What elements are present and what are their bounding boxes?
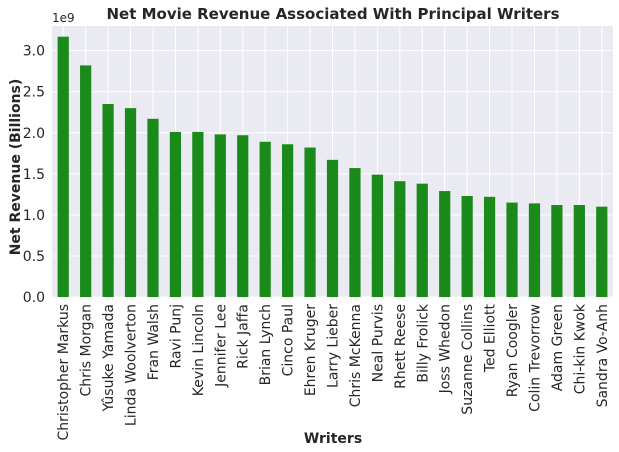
x-tick-label: Linda Woolverton	[124, 304, 140, 426]
x-axis-ticks: Christopher Markus Chris Morgan Yûsuke Yam…	[56, 303, 611, 440]
x-tick-label: Chris McKenna	[348, 304, 364, 407]
bar	[416, 183, 428, 297]
x-tick-label: Chris Morgan	[79, 304, 95, 397]
bar	[326, 159, 339, 297]
bar	[304, 147, 316, 297]
y-axis-ticks: 0.0 0.5 1.0 1.5 2.0 2.5 3.0	[23, 44, 45, 306]
bar	[147, 118, 159, 297]
y-tick-label: 0.0	[23, 290, 45, 306]
x-tick-label: Kevin Lincoln	[191, 304, 207, 396]
bar	[349, 168, 361, 297]
x-tick-label: Suzanne Collins	[460, 304, 476, 415]
bar	[214, 134, 226, 297]
bar	[371, 174, 383, 297]
x-tick-label: Neal Purvis	[370, 304, 386, 382]
x-tick-label: Adam Green	[550, 304, 566, 391]
bar	[80, 65, 92, 297]
x-tick-label: Ted Elliott	[483, 303, 499, 373]
x-tick-label: Christopher Markus	[56, 304, 72, 440]
bar	[573, 205, 585, 297]
bar	[237, 135, 249, 297]
bar	[439, 191, 451, 297]
bar	[169, 131, 182, 297]
x-tick-label: Rick Jaffa	[236, 304, 252, 369]
x-tick-label: Colin Trevorrow	[527, 304, 543, 412]
y-tick-label: 2.5	[23, 85, 45, 101]
y-axis-label: Net Revenue (Billions)	[8, 79, 24, 256]
x-tick-label: Jennifer Lee	[213, 304, 229, 388]
x-tick-label: Rhett Reese	[393, 304, 409, 389]
y-tick-label: 3.0	[23, 44, 45, 60]
x-axis-label: Writers	[304, 431, 362, 447]
bar	[551, 205, 563, 297]
bar	[506, 202, 518, 297]
x-tick-label: Brian Lynch	[258, 304, 274, 385]
y-tick-label: 1.5	[23, 167, 45, 183]
y-tick-label: 1.0	[23, 208, 45, 224]
x-tick-label: Larry Lieber	[326, 304, 342, 388]
x-tick-label: Yûsuke Yamada	[101, 304, 117, 413]
y-tick-label: 2.0	[23, 126, 45, 142]
y-tick-label: 0.5	[23, 249, 45, 265]
x-tick-label: Billy Frolick	[415, 303, 431, 383]
bars	[57, 36, 608, 298]
x-tick-label: Cinco Paul	[281, 304, 297, 376]
bar	[124, 108, 137, 297]
bar	[483, 196, 496, 297]
x-tick-label: Ehren Kruger	[303, 304, 319, 396]
x-tick-label: Sandra Vo-Anh	[595, 304, 611, 407]
bar	[282, 144, 294, 297]
bar	[394, 181, 406, 297]
x-tick-label: Ryan Coogler	[505, 304, 521, 397]
bar	[57, 36, 69, 298]
chart-title: Net Movie Revenue Associated With Princi…	[106, 5, 559, 23]
bar	[528, 203, 541, 297]
x-tick-label: Fran Walsh	[146, 304, 162, 380]
bar	[461, 195, 473, 297]
bar	[259, 141, 271, 297]
x-tick-label: Chi-kin Kwok	[572, 303, 588, 394]
x-tick-label: Ravi Punj	[168, 304, 184, 368]
y-axis-offset-label: 1e9	[52, 11, 75, 25]
bar	[192, 131, 204, 297]
x-tick-label: Joss Whedon	[438, 304, 454, 394]
bar	[102, 104, 114, 297]
bar	[596, 206, 608, 297]
